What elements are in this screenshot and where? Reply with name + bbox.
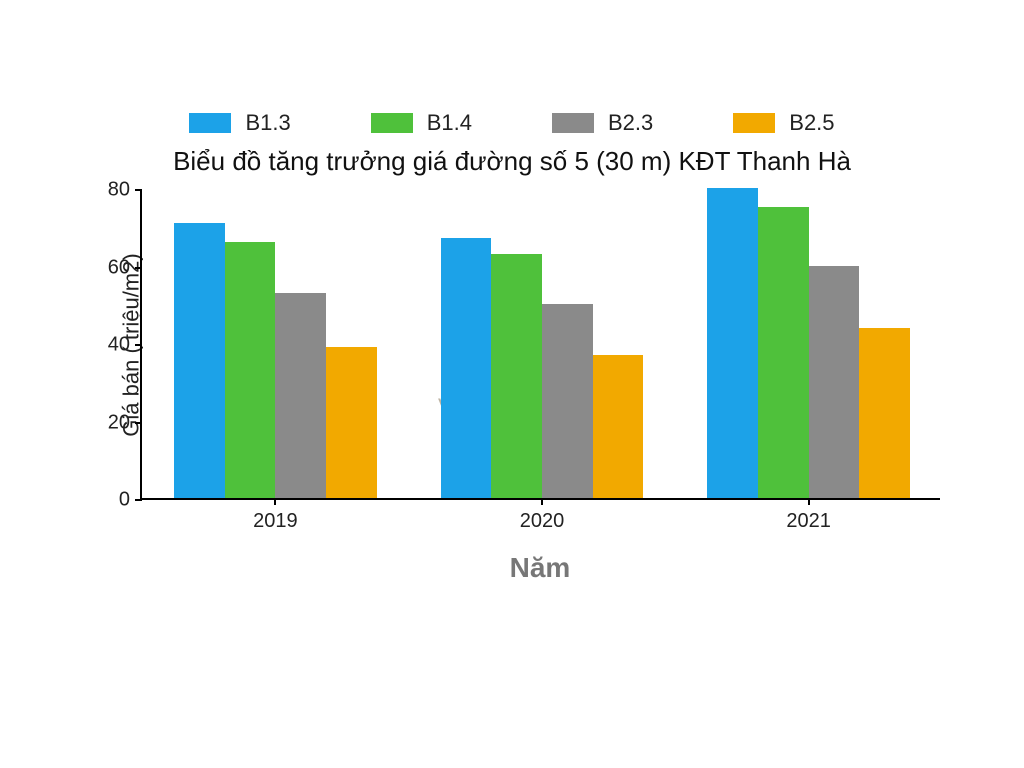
y-tick — [135, 267, 142, 269]
legend-swatch — [371, 113, 413, 133]
plot-area: VUÔNG 020406080201920202021 — [140, 190, 940, 500]
legend: B1.3 B1.4 B2.3 B2.5 — [0, 110, 1024, 136]
x-tick — [274, 498, 276, 505]
bar — [707, 188, 758, 498]
x-axis-label: Năm — [140, 552, 940, 584]
legend-swatch — [552, 113, 594, 133]
legend-swatch — [189, 113, 231, 133]
legend-label: B2.3 — [608, 110, 653, 136]
bar — [542, 304, 593, 498]
legend-label: B1.3 — [245, 110, 290, 136]
y-tick-label: 80 — [108, 179, 130, 202]
y-tick-label: 60 — [108, 256, 130, 279]
bar — [441, 238, 492, 498]
bar — [758, 207, 809, 498]
legend-item: B2.3 — [552, 110, 653, 136]
y-tick-label: 0 — [119, 489, 130, 512]
bar — [275, 293, 326, 498]
chart-container: B1.3 B1.4 B2.3 B2.5 Biểu đồ tăng trưởng giá… — [0, 0, 1024, 768]
bar — [859, 328, 910, 499]
x-tick-label: 2020 — [520, 510, 565, 533]
y-tick — [135, 189, 142, 191]
y-tick-label: 40 — [108, 334, 130, 357]
bar — [593, 355, 644, 498]
bar — [174, 223, 225, 498]
bar — [326, 347, 377, 498]
y-tick-label: 20 — [108, 411, 130, 434]
legend-item: B1.4 — [371, 110, 472, 136]
x-tick — [541, 498, 543, 505]
bar — [225, 242, 276, 498]
legend-label: B1.4 — [427, 110, 472, 136]
x-tick — [808, 498, 810, 505]
legend-swatch — [733, 113, 775, 133]
legend-item: B1.3 — [189, 110, 290, 136]
legend-item: B2.5 — [733, 110, 834, 136]
y-tick — [135, 422, 142, 424]
legend-label: B2.5 — [789, 110, 834, 136]
bar — [491, 254, 542, 498]
x-tick-label: 2021 — [786, 510, 831, 533]
chart-title: Biểu đồ tăng trưởng giá đường số 5 (30 m… — [0, 146, 1024, 177]
x-tick-label: 2019 — [253, 510, 298, 533]
bar — [809, 266, 860, 499]
y-tick — [135, 344, 142, 346]
y-tick — [135, 499, 142, 501]
